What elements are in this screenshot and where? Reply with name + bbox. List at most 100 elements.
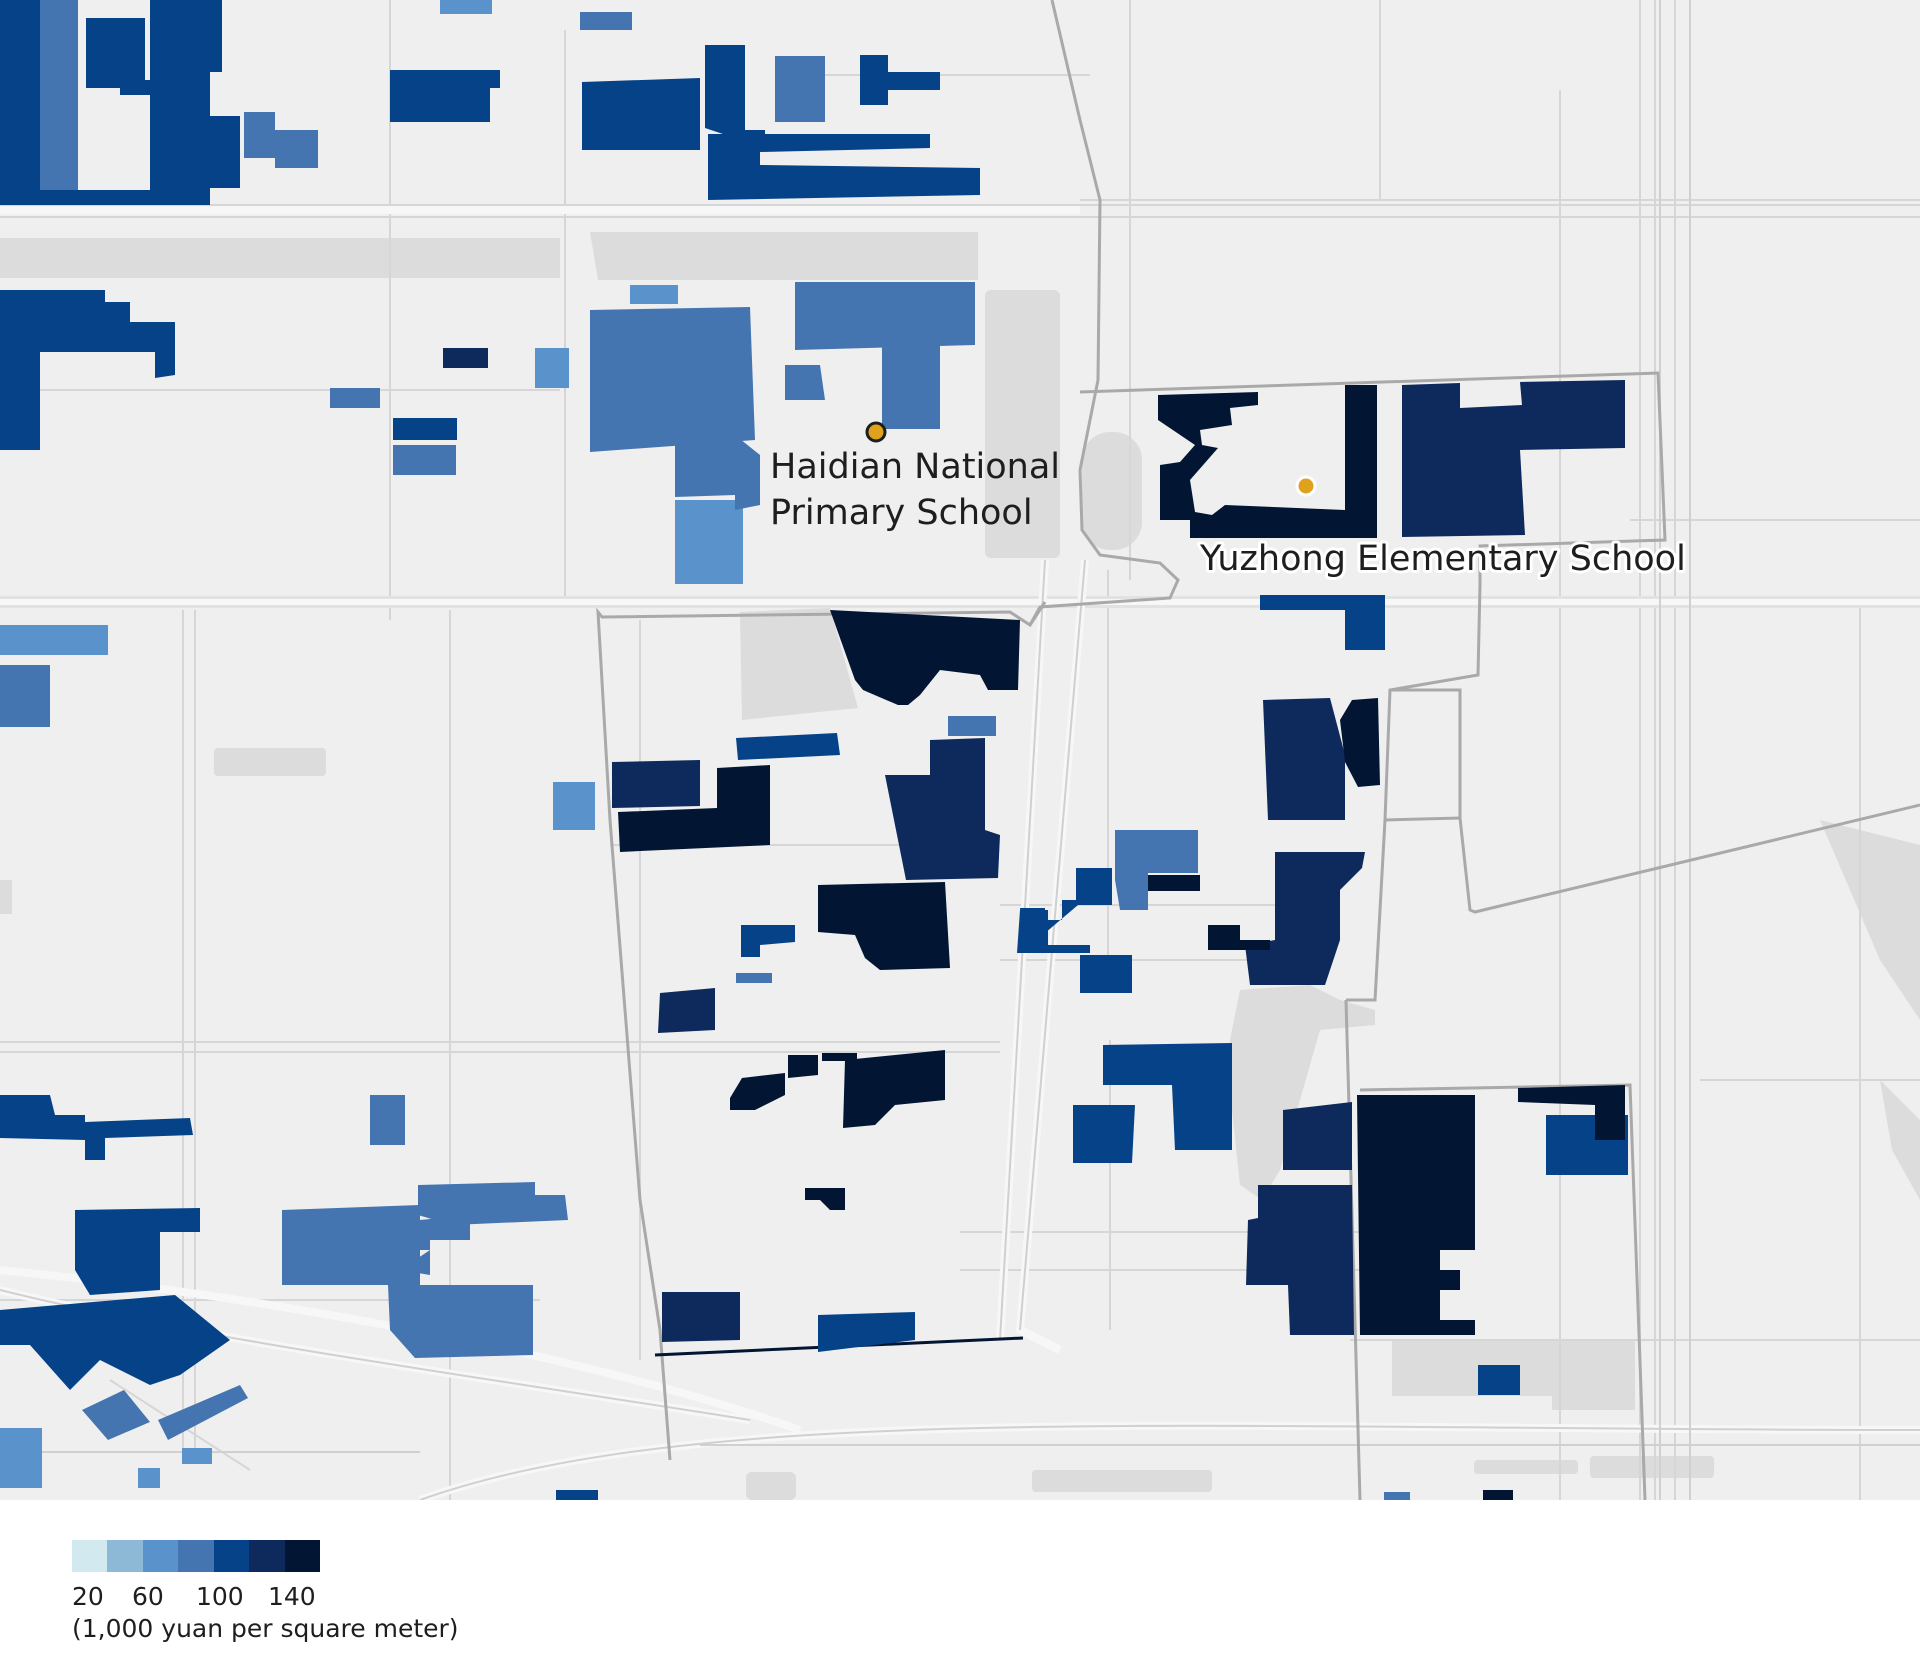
building-block (370, 1095, 405, 1145)
grey-block (1880, 1080, 1920, 1200)
building-block (244, 112, 318, 168)
building-block (535, 348, 569, 388)
school-marker-icon[interactable] (865, 421, 887, 443)
building-block (1483, 1490, 1513, 1500)
class-80-100-blocks (0, 0, 1410, 1500)
building-block (1115, 830, 1198, 910)
road-lines (0, 0, 1920, 1500)
building-block (785, 365, 825, 400)
grey-block (214, 748, 326, 776)
school-label-yuzhong: Yuzhong Elementary School (1199, 539, 1686, 579)
legend-swatch (72, 1540, 108, 1572)
building-block (418, 1182, 568, 1225)
building-block (590, 307, 755, 452)
building-block (612, 760, 700, 808)
building-block (775, 56, 825, 122)
grey-block (1474, 1460, 1578, 1474)
building-block (138, 1468, 160, 1488)
building-block (730, 1073, 785, 1110)
legend: 20 60 100 140 (1,000 yuan per square met… (72, 1540, 532, 1660)
building-block (82, 1390, 150, 1440)
building-block (158, 1385, 248, 1440)
building-block (388, 1285, 533, 1358)
grey-block (0, 238, 560, 278)
legend-tick: 20 (72, 1582, 104, 1611)
legend-swatch (178, 1540, 214, 1572)
legend-swatch (142, 1540, 179, 1572)
legend-tick: 60 (132, 1582, 164, 1611)
school-marker-icon[interactable] (1295, 475, 1317, 497)
building-block (160, 0, 222, 72)
legend-unit: (1,000 yuan per square meter) (72, 1614, 459, 1643)
class-60-80-blocks (0, 0, 743, 1488)
legend-ticks: 20 60 100 140 (72, 1582, 532, 1612)
building-block (1103, 1043, 1232, 1150)
building-block (75, 1208, 200, 1295)
building-block (0, 0, 210, 205)
building-block (818, 882, 950, 970)
legend-color-ramp (72, 1540, 320, 1572)
building-block (705, 45, 765, 148)
building-block (948, 716, 996, 736)
building-block (580, 12, 632, 30)
building-block (282, 1205, 470, 1285)
building-block (822, 1053, 857, 1061)
legend-swatch (213, 1540, 250, 1572)
building-block (662, 1292, 740, 1342)
building-block (1478, 1365, 1520, 1395)
lake (1230, 985, 1375, 1200)
building-block (1402, 380, 1625, 537)
legend-swatch (284, 1540, 320, 1572)
building-block (805, 1188, 845, 1210)
building-block (1245, 852, 1365, 985)
building-block (1076, 868, 1112, 905)
building-block (1080, 955, 1132, 993)
building-block (708, 134, 980, 200)
school-label-haidian-line1: Haidian National (770, 447, 1060, 487)
building-block (618, 765, 770, 852)
map-canvas: Haidian National Primary School Yuzhong … (0, 0, 1920, 1500)
building-block (443, 348, 488, 368)
building-block (1158, 385, 1377, 538)
building-block (1017, 910, 1090, 953)
building-block (1148, 875, 1200, 891)
building-block (630, 285, 678, 304)
grey-block (1820, 820, 1920, 1020)
legend-swatch (107, 1540, 143, 1572)
building-block (795, 282, 975, 350)
building-block (330, 388, 380, 408)
building-block (0, 1095, 193, 1160)
grey-block (1032, 1470, 1212, 1492)
building-block (0, 625, 108, 655)
building-block (393, 418, 457, 440)
building-block (1384, 1492, 1410, 1500)
building-block (553, 782, 595, 830)
legend-tick: 100 (196, 1582, 244, 1611)
building-block (843, 1050, 945, 1128)
building-block (1260, 595, 1385, 650)
building-block (885, 738, 1000, 880)
legend-tick: 140 (268, 1582, 316, 1611)
building-block (182, 1448, 212, 1464)
grey-block (1082, 432, 1142, 550)
building-block (1263, 698, 1345, 820)
building-block (556, 1490, 598, 1500)
grey-block (1590, 1456, 1714, 1478)
building-block (1518, 1085, 1625, 1140)
class-100-120-blocks (0, 0, 1628, 1500)
building-block (736, 973, 772, 983)
minor-streets (0, 0, 1920, 1500)
building-block (830, 610, 1020, 705)
class-140-plus-blocks (618, 385, 1625, 1500)
building-block (882, 345, 940, 429)
building-block (675, 500, 743, 584)
building-block (741, 925, 795, 957)
school-marker-haidian[interactable] (865, 421, 887, 443)
building-block (1340, 698, 1380, 787)
school-marker-yuzhong[interactable] (1295, 475, 1317, 497)
grey-block (590, 232, 978, 280)
building-block (390, 70, 500, 122)
price-map[interactable]: Haidian National Primary School Yuzhong … (0, 0, 1920, 1500)
building-block (736, 733, 840, 760)
building-block (0, 1428, 42, 1488)
